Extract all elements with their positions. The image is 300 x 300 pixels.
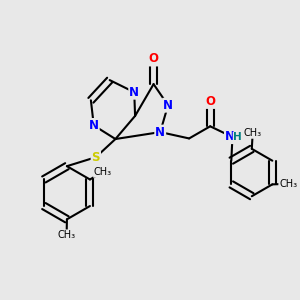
Text: CH₃: CH₃ bbox=[244, 128, 262, 138]
Text: N: N bbox=[155, 126, 165, 139]
Text: S: S bbox=[92, 151, 100, 164]
Text: O: O bbox=[205, 95, 215, 108]
Text: CH₃: CH₃ bbox=[279, 179, 297, 189]
Text: H: H bbox=[233, 132, 242, 142]
Text: N: N bbox=[163, 99, 173, 112]
Text: N: N bbox=[225, 130, 235, 143]
Text: CH₃: CH₃ bbox=[58, 230, 76, 240]
Text: N: N bbox=[89, 119, 99, 132]
Text: CH₃: CH₃ bbox=[94, 167, 112, 177]
Text: O: O bbox=[148, 52, 159, 65]
Text: N: N bbox=[129, 86, 139, 99]
